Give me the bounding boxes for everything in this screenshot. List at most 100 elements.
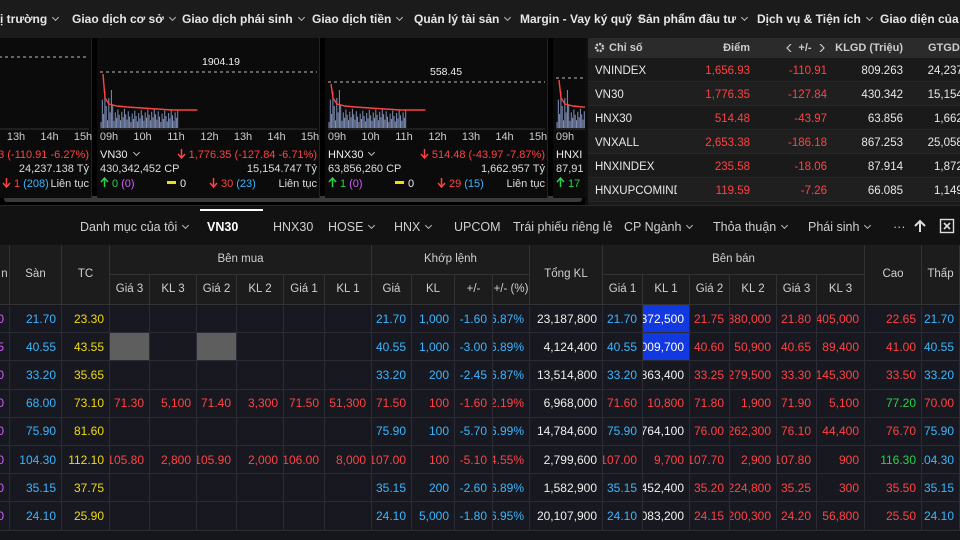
tab[interactable]: Danh mục của tôi bbox=[80, 206, 190, 246]
tab[interactable]: HNX bbox=[394, 206, 433, 246]
arrow-shape bbox=[177, 149, 186, 160]
price-cell: 112.10 bbox=[62, 446, 110, 475]
index-name[interactable]: VN30 bbox=[595, 88, 624, 101]
sub-column-header: KL bbox=[412, 275, 455, 305]
nav-item[interactable]: Margin - Vay ký quỹ bbox=[520, 0, 645, 38]
price-cell: 900 bbox=[817, 446, 865, 475]
scroll-top-icon[interactable] bbox=[913, 219, 927, 233]
price-cell: 24.10 bbox=[10, 502, 62, 531]
intraday-line bbox=[330, 83, 426, 111]
price-cell: 300 bbox=[817, 474, 865, 503]
empty-cell bbox=[325, 305, 372, 334]
price-cell: 107.00 bbox=[372, 446, 412, 475]
time-label: 09h bbox=[99, 131, 119, 143]
nav-item[interactable]: Giao dịch tiền bbox=[312, 0, 404, 38]
empty-cell bbox=[197, 361, 237, 390]
tab[interactable]: Trái phiếu riêng lẻ bbox=[513, 206, 613, 246]
decliners: 29 (15) bbox=[437, 177, 484, 191]
tab[interactable]: VN30 bbox=[207, 206, 238, 246]
time-label: 13h bbox=[461, 131, 481, 143]
index-cell: 63.856 bbox=[867, 112, 903, 125]
nav-item[interactable]: Dịch vụ & Tiện ích bbox=[757, 0, 874, 38]
index-cell: 87.914 bbox=[867, 160, 903, 173]
empty-cell bbox=[325, 474, 372, 503]
nav-item[interactable]: Quản lý tài sản bbox=[414, 0, 512, 38]
price-cell: 35.65 bbox=[62, 361, 110, 390]
price-cell: 33.20 bbox=[922, 361, 960, 390]
arrow-icon bbox=[177, 149, 186, 160]
price-cell: 35.15 bbox=[372, 474, 412, 503]
price-cell: 105.90 bbox=[197, 446, 237, 475]
flat-icon bbox=[167, 181, 176, 184]
price-cell: 43.55 bbox=[62, 333, 110, 362]
index-cell: -7.26 bbox=[800, 184, 827, 197]
nav-item[interactable]: Giao dịch cơ sở bbox=[72, 0, 177, 38]
index-row: VN30 1,776.35 -127.84 430.342 15,154. bbox=[588, 83, 960, 106]
index-name-text[interactable]: HNX30 bbox=[328, 149, 364, 161]
nav-label: Sản phẩm đầu tư bbox=[638, 12, 737, 26]
nav-label: Giao dịch cơ sở bbox=[72, 12, 164, 26]
price-cell: 76.70 bbox=[865, 417, 922, 446]
price-cell: 81.60 bbox=[62, 417, 110, 446]
price-cell: 764,100 bbox=[643, 417, 690, 446]
reference-label: 558.45 bbox=[430, 66, 463, 78]
tab[interactable]: CP Ngành bbox=[624, 206, 694, 246]
price-cell: 100 bbox=[412, 446, 455, 475]
nav-item[interactable]: Sản phẩm đầu tư bbox=[638, 0, 749, 38]
time-label: 11h bbox=[395, 131, 413, 143]
price-cell: 21.75 bbox=[690, 305, 730, 334]
index-table: Chỉ số Điểm +/- KLGD (Triệu) GTGD VNINDEX 1,65… bbox=[588, 38, 960, 205]
tab[interactable]: Phái sinh bbox=[808, 206, 872, 246]
nav-item[interactable]: Giao diện của tí bbox=[880, 0, 960, 38]
price-cell: 33.20 bbox=[10, 361, 62, 390]
nav-item[interactable]: ị trường bbox=[0, 0, 60, 38]
index-name-text[interactable]: VN30 bbox=[100, 149, 128, 161]
index-name[interactable]: VNXALL bbox=[595, 136, 640, 149]
value-text: 15,154.747 Tỷ bbox=[246, 163, 317, 175]
flat-icon bbox=[395, 181, 404, 184]
tab[interactable]: Thỏa thuận bbox=[713, 206, 789, 246]
price-cell: 75.90 bbox=[10, 417, 62, 446]
time-label: 14h bbox=[40, 131, 59, 143]
price-cell: 1,000 bbox=[412, 333, 455, 362]
index-name[interactable]: HNX30 bbox=[595, 112, 633, 125]
price-cell: 2,000 bbox=[237, 446, 284, 475]
arrow-icon bbox=[100, 176, 109, 187]
index-name-text[interactable]: HNXI bbox=[556, 149, 583, 161]
index-name[interactable]: HNXINDEX bbox=[595, 160, 655, 173]
index-cell: 1,872. bbox=[934, 160, 960, 173]
tab-label: VN30 bbox=[207, 220, 239, 234]
price-cell: 76.00 bbox=[690, 417, 730, 446]
price-cell: 89,400 bbox=[817, 333, 865, 362]
price-cell: 13,514,800 bbox=[530, 361, 603, 390]
price-cell: 51,300 bbox=[325, 389, 372, 418]
index-name[interactable]: VNINDEX bbox=[595, 64, 647, 77]
time-label: 12h bbox=[428, 131, 447, 143]
price-cell: 24.10 bbox=[922, 502, 960, 531]
price-cell: 5 bbox=[0, 333, 10, 362]
tab-label: UPCOM bbox=[454, 220, 501, 234]
index-row: VNXALL 2,653.38 -186.18 867.253 25,058. bbox=[588, 131, 960, 154]
tab[interactable]: HNX30 bbox=[273, 206, 313, 246]
price-cell: 76.10 bbox=[777, 417, 817, 446]
advancers: 0 (0) bbox=[100, 176, 135, 191]
nav-item[interactable]: Giao dịch phái sinh bbox=[182, 0, 306, 38]
price-cell: 6,968,000 bbox=[530, 389, 603, 418]
reference-label: 1904.19 bbox=[202, 56, 240, 68]
nav-label: Quản lý tài sản bbox=[414, 12, 500, 26]
price-cell: 33.20 bbox=[372, 361, 412, 390]
price-cell: 009,700 bbox=[643, 333, 690, 362]
excel-icon[interactable] bbox=[939, 218, 955, 234]
price-cell: -6.87% bbox=[493, 305, 530, 334]
index-cell: 235.58 bbox=[714, 160, 750, 173]
tab[interactable]: HOSE bbox=[328, 206, 376, 246]
tab[interactable]: UPCOM bbox=[454, 206, 501, 246]
empty-cell bbox=[237, 333, 284, 362]
index-name[interactable]: HNXUPCOMINDE bbox=[595, 184, 677, 197]
volume-bars bbox=[556, 90, 585, 128]
chevron-icon bbox=[781, 221, 789, 230]
down-floor-count: (23) bbox=[236, 178, 256, 190]
tab[interactable]: ··· bbox=[893, 206, 906, 246]
tab-label: HNX bbox=[394, 220, 421, 234]
price-cell: 25.50 bbox=[865, 502, 922, 531]
